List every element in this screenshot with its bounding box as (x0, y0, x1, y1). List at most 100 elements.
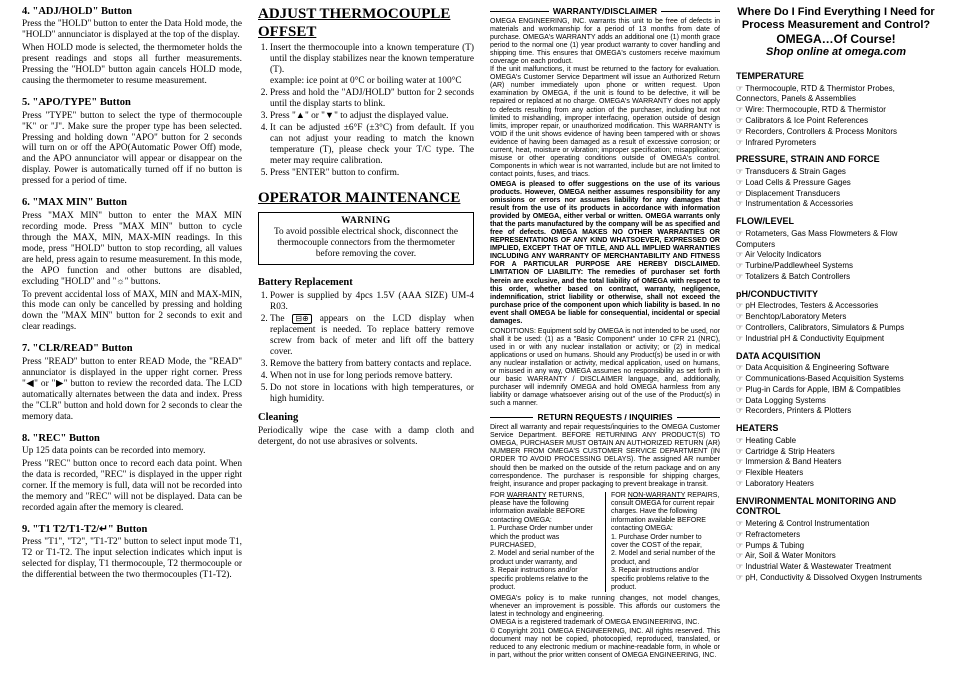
category-item: Refractometers (736, 530, 936, 541)
s6-p1: Press "MAX MIN" button to enter the MAX … (22, 211, 242, 288)
warranty-returns-head: FOR WARRANTY RETURNS, please have the fo… (490, 492, 599, 526)
adjust-step: Press "▲" or "▼" to adjust the displayed… (270, 111, 474, 122)
manual-page: 4. "ADJ/HOLD" Button Press the "HOLD" bu… (22, 6, 936, 667)
s6-title: 6. "MAX MIN" Button (22, 197, 242, 209)
brand-header: Where Do I Find Everything I Need for Pr… (736, 6, 936, 59)
return-two-col: FOR WARRANTY RETURNS, please have the fo… (490, 492, 720, 593)
adjust-title: ADJUST THERMOCOUPLE OFFSET (258, 6, 474, 41)
category-title: PRESSURE, STRAIN AND FORCE (736, 154, 936, 165)
battery-icon: ⊟⊕ (292, 314, 311, 324)
brand-line2: Process Measurement and Control? (736, 19, 936, 32)
category-item: Air, Soil & Water Monitors (736, 551, 936, 562)
s7-p1: Press "READ" button to enter READ Mode, … (22, 357, 242, 423)
return-title: RETURN REQUESTS / INQUIRIES (537, 412, 672, 422)
warranty-footer: OMEGA's policy is to make running change… (490, 595, 720, 659)
nonwarranty-head: FOR NON-WARRANTY REPAIRS, consult OMEGA … (611, 492, 720, 534)
category-item: Benchtop/Laboratory Meters (736, 312, 936, 323)
warranty-conditions: CONDITIONS: Equipment sold by OMEGA is n… (490, 328, 720, 408)
category-item: Calibrators & Ice Point References (736, 116, 936, 127)
s6-p2: To prevent accidental loss of MAX, MIN a… (22, 290, 242, 334)
warranty-returns: FOR WARRANTY RETURNS, please have the fo… (490, 492, 599, 593)
category-item: Recorders, Controllers & Process Monitor… (736, 127, 936, 138)
warning-title: WARNING (265, 216, 467, 227)
s5-title: 5. "APO/TYPE" Button (22, 97, 242, 109)
list-item: 1. Purchase Order number under which the… (490, 525, 599, 550)
s4-title: 4. "ADJ/HOLD" Button (22, 6, 242, 18)
category-item: Immersion & Band Heaters (736, 457, 936, 468)
category-items: Heating CableCartridge & Strip HeatersIm… (736, 436, 936, 490)
category-items: Transducers & Strain GagesLoad Cells & P… (736, 167, 936, 210)
s7-title: 7. "CLR/READ" Button (22, 343, 242, 355)
nonwarranty-items: 1. Purchase Order number to cover the CO… (611, 534, 720, 593)
battery-steps: Power is supplied by 4pcs 1.5V (AAA SIZE… (258, 291, 474, 406)
adjust-step: Insert the thermocouple into a known tem… (270, 43, 474, 87)
category-item: Communications-Based Acquisition Systems (736, 374, 936, 385)
category-title: DATA ACQUISITION (736, 351, 936, 362)
battery-step: The ⊟⊕ appears on the LCD display when r… (270, 314, 474, 358)
adjust-step: Press "ENTER" button to confirm. (270, 168, 474, 179)
category-item: Load Cells & Pressure Gages (736, 178, 936, 189)
cleaning-body: Periodically wipe the case with a damp c… (258, 426, 474, 448)
category-item: Recorders, Printers & Plotters (736, 406, 936, 417)
category-item: pH Electrodes, Testers & Accessories (736, 301, 936, 312)
category-item: Infrared Pyrometers (736, 138, 936, 149)
category-item: Laboratory Heaters (736, 479, 936, 490)
col-catalog: Where Do I Find Everything I Need for Pr… (736, 6, 936, 667)
category-item: Displacement Transducers (736, 189, 936, 200)
battery-step: Power is supplied by 4pcs 1.5V (AAA SIZE… (270, 291, 474, 313)
category-items: Metering & Control InstrumentationRefrac… (736, 519, 936, 584)
category-title: ENVIRONMENTAL MONITORING AND CONTROL (736, 496, 936, 517)
warning-box: WARNING To avoid possible electrical sho… (258, 212, 474, 265)
col-maintenance: ADJUST THERMOCOUPLE OFFSET Insert the th… (258, 6, 474, 667)
warranty-bold: OMEGA is pleased to offer suggestions on… (490, 181, 720, 326)
list-item: 2. Model and serial number of the produc… (490, 550, 599, 567)
warranty-body: OMEGA ENGINEERING, INC. warrants this un… (490, 18, 720, 179)
nonwarranty-repairs: FOR NON-WARRANTY REPAIRS, consult OMEGA … (605, 492, 720, 593)
category-item: Totalizers & Batch Controllers (736, 272, 936, 283)
brand-line3: OMEGA…Of Course! (736, 32, 936, 46)
s9-title: 9. "T1 T2/T1-T2/↵" Button (22, 524, 242, 536)
category-item: Plug-in Cards for Apple, IBM & Compatibl… (736, 385, 936, 396)
s9-p1: Press "T1", "T2", "T1-T2" button to sele… (22, 537, 242, 581)
battery-step: Do not store in locations with high temp… (270, 383, 474, 405)
category-item: Data Logging Systems (736, 396, 936, 407)
category-item: Industrial Water & Wastewater Treatment (736, 562, 936, 573)
category-item: Heating Cable (736, 436, 936, 447)
category-items: Thermocouple, RTD & Thermistor Probes, C… (736, 84, 936, 149)
category-item: Metering & Control Instrumentation (736, 519, 936, 530)
category-item: Industrial pH & Conductivity Equipment (736, 334, 936, 345)
category-item: Flexible Heaters (736, 468, 936, 479)
s8-title: 8. "REC" Button (22, 433, 242, 445)
category-title: FLOW/LEVEL (736, 216, 936, 227)
col-buttons: 4. "ADJ/HOLD" Button Press the "HOLD" bu… (22, 6, 242, 667)
list-item: 3. Repair instructions and/or specific p… (490, 567, 599, 592)
category-title: pH/CONDUCTIVITY (736, 289, 936, 300)
category-item: Cartridge & Strip Heaters (736, 447, 936, 458)
warranty-bold-text: OMEGA is pleased to offer suggestions on… (490, 181, 720, 325)
brand-line4: Shop online at omega.com (736, 46, 936, 59)
warning-body: To avoid possible electrical shock, disc… (265, 227, 467, 260)
category-item: Controllers, Calibrators, Simulators & P… (736, 323, 936, 334)
s8-p1: Up 125 data points can be recorded into … (22, 446, 242, 457)
category-item: Air Velocity Indicators (736, 250, 936, 261)
category-item: pH, Conductivity & Dissolved Oxygen Inst… (736, 573, 936, 584)
cleaning-title: Cleaning (258, 412, 474, 424)
category-items: Data Acquisition & Engineering SoftwareC… (736, 363, 936, 417)
return-header: RETURN REQUESTS / INQUIRIES (490, 412, 720, 422)
return-body: Direct all warranty and repair requests/… (490, 424, 720, 488)
category-item: Pumps & Tubing (736, 541, 936, 552)
col-warranty: WARRANTY/DISCLAIMER OMEGA ENGINEERING, I… (490, 6, 720, 667)
list-item: 2. Model and serial number of the produc… (611, 550, 720, 567)
brand-line1: Where Do I Find Everything I Need for (736, 6, 936, 19)
category-item: Rotameters, Gas Mass Flowmeters & Flow C… (736, 229, 936, 251)
warranty-header: WARRANTY/DISCLAIMER (490, 6, 720, 16)
category-item: Turbine/Paddlewheel Systems (736, 261, 936, 272)
category-list: TEMPERATUREThermocouple, RTD & Thermisto… (736, 65, 936, 584)
warranty-returns-items: 1. Purchase Order number under which the… (490, 525, 599, 592)
s4-p2: When HOLD mode is selected, the thermome… (22, 43, 242, 87)
s8-p2: Press "REC" button once to record each d… (22, 459, 242, 514)
category-items: pH Electrodes, Testers & AccessoriesBenc… (736, 301, 936, 344)
battery-title: Battery Replacement (258, 277, 474, 289)
category-title: HEATERS (736, 423, 936, 434)
operator-title: OPERATOR MAINTENANCE (258, 190, 474, 208)
